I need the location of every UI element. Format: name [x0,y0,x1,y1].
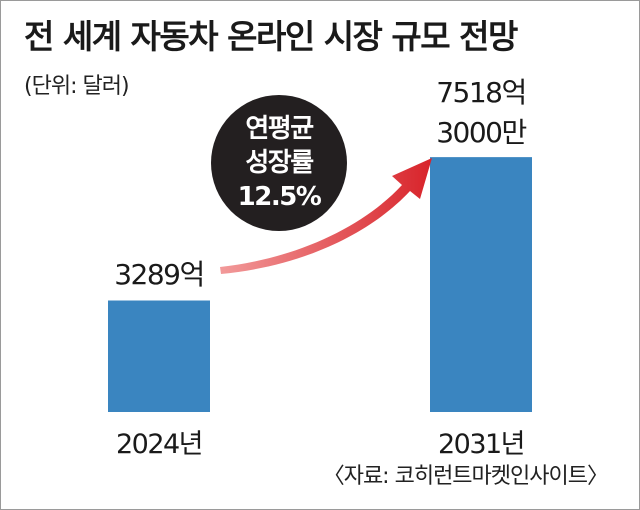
bar-0 [108,300,210,412]
value-label-2031: 7518억 3000만 [420,73,542,153]
growth-label-line-1: 연평균 [245,114,314,144]
x-tick-2024: 2024년 [115,429,204,460]
value-label-2031-line-2: 3000만 [436,116,527,150]
growth-label-line-2: 성장률 [245,148,314,178]
value-label-2031-line-1: 7518억 [436,76,527,110]
value-label-2024: 3289억 [108,255,210,295]
value-label-2024-line-1: 3289억 [114,257,205,291]
unit-label: (단위: 달러) [24,74,130,99]
growth-arrow [220,158,432,274]
growth-rate-bubble: 연평균 성장률 12.5% [211,95,347,231]
bar-1 [430,157,532,412]
x-tick-2031: 2031년 [437,429,526,460]
growth-rate-value: 12.5% [237,182,322,212]
source-label: 〈자료: 코히런트마켓인사이트〉 [322,464,609,489]
chart-title: 전 세계 자동차 온라인 시장 규모 전망 [24,17,518,56]
